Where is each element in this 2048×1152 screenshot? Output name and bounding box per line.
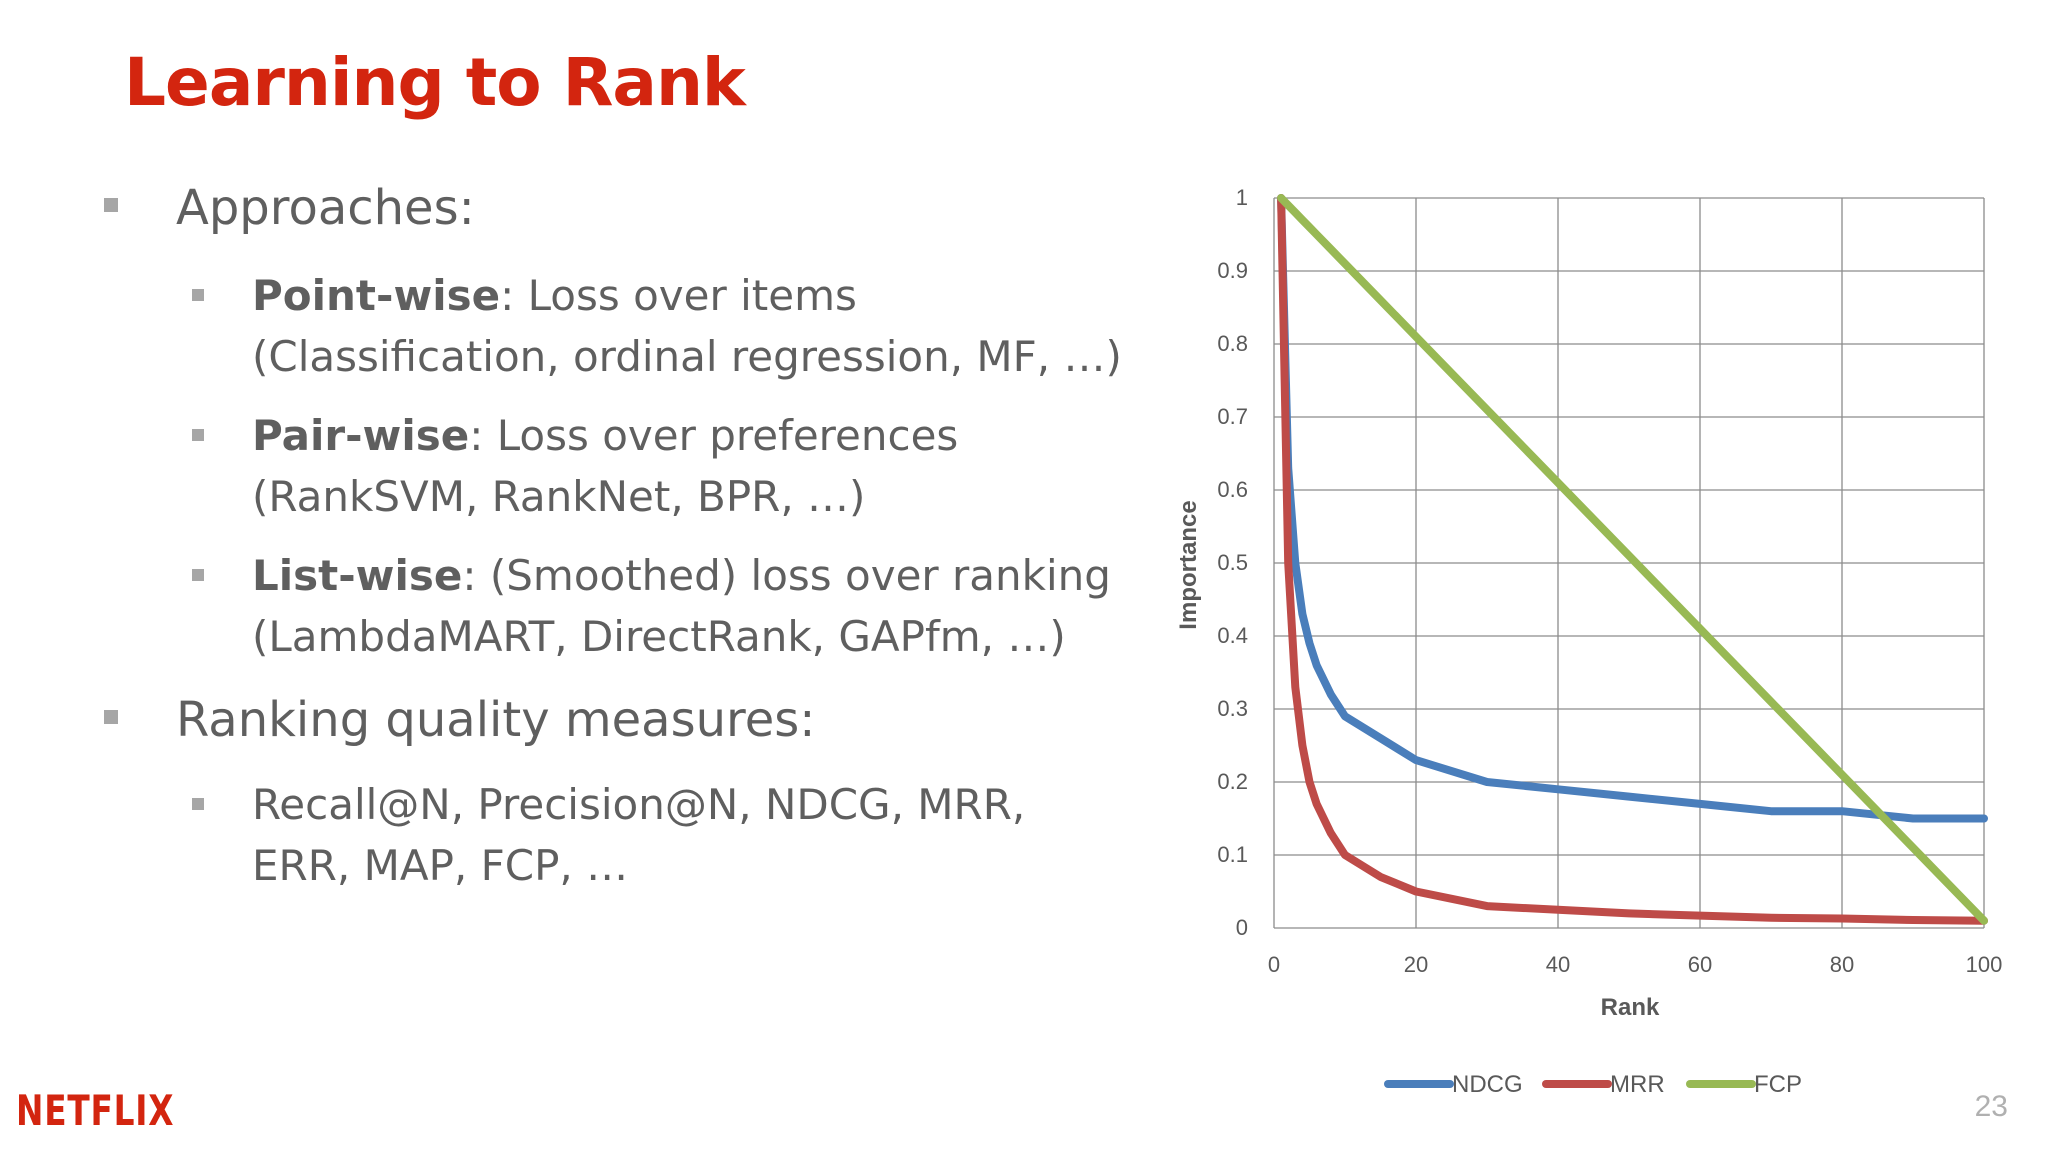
bullet-pointwise: Point-wise: Loss over items (Classificat…: [192, 265, 1122, 387]
bullet-pairwise: Pair-wise: Loss over preferences (RankSV…: [192, 405, 959, 527]
bullet-text: Recall@N, Precision@N, NDCG, MRR,: [252, 780, 1026, 829]
bullet-square-icon: [192, 569, 204, 581]
bullet-square-icon: [192, 798, 204, 810]
series-line-fcp: [1277, 194, 1988, 925]
slide-title: Learning to Rank: [124, 44, 746, 121]
x-tick-label: 60: [1688, 952, 1712, 977]
chart-grid: [1273, 197, 1985, 929]
bullet-approaches: Approaches:: [104, 180, 475, 236]
y-tick-label: 0.6: [1217, 477, 1248, 502]
y-tick-label: 0.5: [1217, 550, 1248, 575]
bullet-desc: : Loss over preferences: [469, 411, 959, 460]
series-line-mrr: [1277, 194, 1988, 925]
bullet-square-icon: [104, 710, 118, 724]
x-tick-label: 0: [1268, 952, 1280, 977]
bullet-examples: (Classification, ordinal regression, MF,…: [252, 332, 1122, 381]
chart-series: [1277, 194, 1988, 925]
page-number: 23: [1974, 1090, 2008, 1123]
bullet-examples: (RankSVM, RankNet, BPR, …): [252, 472, 866, 521]
bullet-desc: : Loss over items: [500, 271, 857, 320]
legend-item-ndcg: NDCG: [1384, 1071, 1523, 1098]
bullet-term: Point-wise: [252, 271, 501, 320]
y-tick-label: 0.1: [1217, 842, 1248, 867]
y-tick-label: 0.2: [1217, 769, 1248, 794]
bullet-term: List-wise: [252, 551, 463, 600]
bullet-text: Approaches:: [176, 180, 475, 236]
bullet-desc: : (Smoothed) loss over ranking: [462, 551, 1111, 600]
y-tick-label: 0.4: [1217, 623, 1248, 648]
chart-legend: NDCG MRR FCP: [1384, 1071, 1802, 1098]
x-tick-label: 100: [1966, 952, 2003, 977]
bullet-square-icon: [192, 289, 204, 301]
bullet-list: Approaches: Point-wise: Loss over items …: [104, 180, 1122, 896]
legend-label: MRR: [1610, 1071, 1665, 1098]
series-line-ndcg: [1277, 194, 1988, 823]
x-axis-ticks: 0 20 40 60 80 100: [1268, 952, 2002, 977]
bullet-term: Pair-wise: [252, 411, 470, 460]
y-tick-label: 0.7: [1217, 404, 1248, 429]
bullet-square-icon: [104, 198, 118, 212]
y-tick-label: 0.8: [1217, 331, 1248, 356]
x-tick-label: 20: [1404, 952, 1428, 977]
y-tick-label: 0: [1236, 915, 1248, 940]
y-axis-ticks: 0 0.1 0.2 0.3 0.4 0.5 0.6 0.7 0.8 0.9 1: [1217, 185, 1248, 940]
bullet-measures-list: Recall@N, Precision@N, NDCG, MRR, ERR, M…: [192, 774, 1026, 896]
x-axis-label: Rank: [1601, 994, 1660, 1021]
legend-label: NDCG: [1452, 1071, 1523, 1098]
bullet-examples: (LambdaMART, DirectRank, GAPfm, …): [252, 612, 1066, 661]
bullet-measures: Ranking quality measures:: [104, 692, 816, 748]
y-tick-label: 0.3: [1217, 696, 1248, 721]
y-axis-label: Importance: [1175, 500, 1202, 629]
legend-label: FCP: [1754, 1071, 1802, 1098]
y-tick-label: 1: [1236, 185, 1248, 210]
bullet-listwise: List-wise: (Smoothed) loss over ranking …: [192, 545, 1111, 667]
bullet-square-icon: [192, 429, 204, 441]
legend-item-fcp: FCP: [1686, 1071, 1802, 1098]
bullet-text: ERR, MAP, FCP, …: [252, 841, 629, 890]
netflix-logo: NETFLIX: [16, 1086, 175, 1135]
importance-chart: 0 0.1 0.2 0.3 0.4 0.5 0.6 0.7 0.8 0.9 1 0 20 40 60 80 1…: [1175, 185, 2002, 1098]
y-tick-label: 0.9: [1217, 258, 1248, 283]
x-tick-label: 40: [1546, 952, 1570, 977]
x-tick-label: 80: [1830, 952, 1854, 977]
legend-item-mrr: MRR: [1542, 1071, 1665, 1098]
bullet-text: Ranking quality measures:: [176, 692, 816, 748]
